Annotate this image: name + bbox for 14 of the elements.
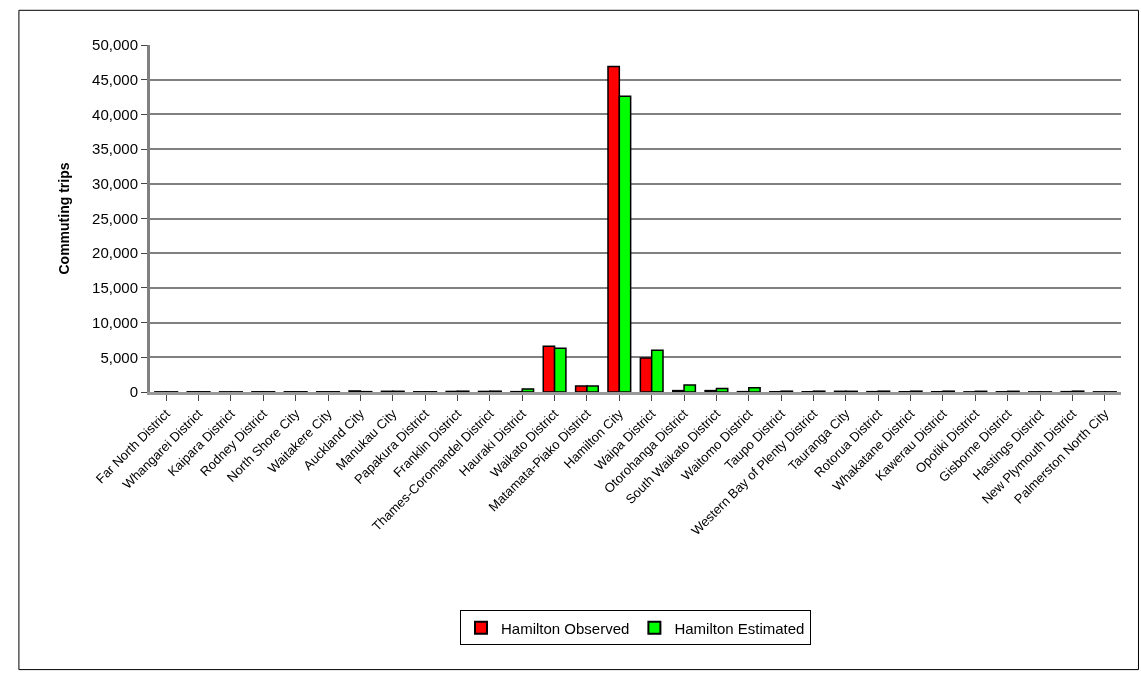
y-tick-label: 0 [129, 383, 138, 401]
legend-label: Hamilton Estimated [674, 619, 805, 637]
y-axis-title: Commuting trips [55, 162, 72, 275]
y-tick-label: 25,000 [92, 209, 138, 227]
y-tick-label: 50,000 [92, 36, 138, 54]
y-tick-label: 35,000 [92, 140, 138, 158]
y-tick-label: 45,000 [92, 70, 138, 88]
y-tick-label: 10,000 [92, 313, 138, 331]
legend-label: Hamilton Observed [501, 619, 630, 637]
y-tick-label: 15,000 [92, 279, 138, 297]
y-tick-label: 5,000 [100, 348, 138, 366]
y-tick-label: 20,000 [92, 244, 138, 262]
y-tick-label: 30,000 [92, 175, 138, 193]
y-tick-label: 40,000 [92, 105, 138, 123]
